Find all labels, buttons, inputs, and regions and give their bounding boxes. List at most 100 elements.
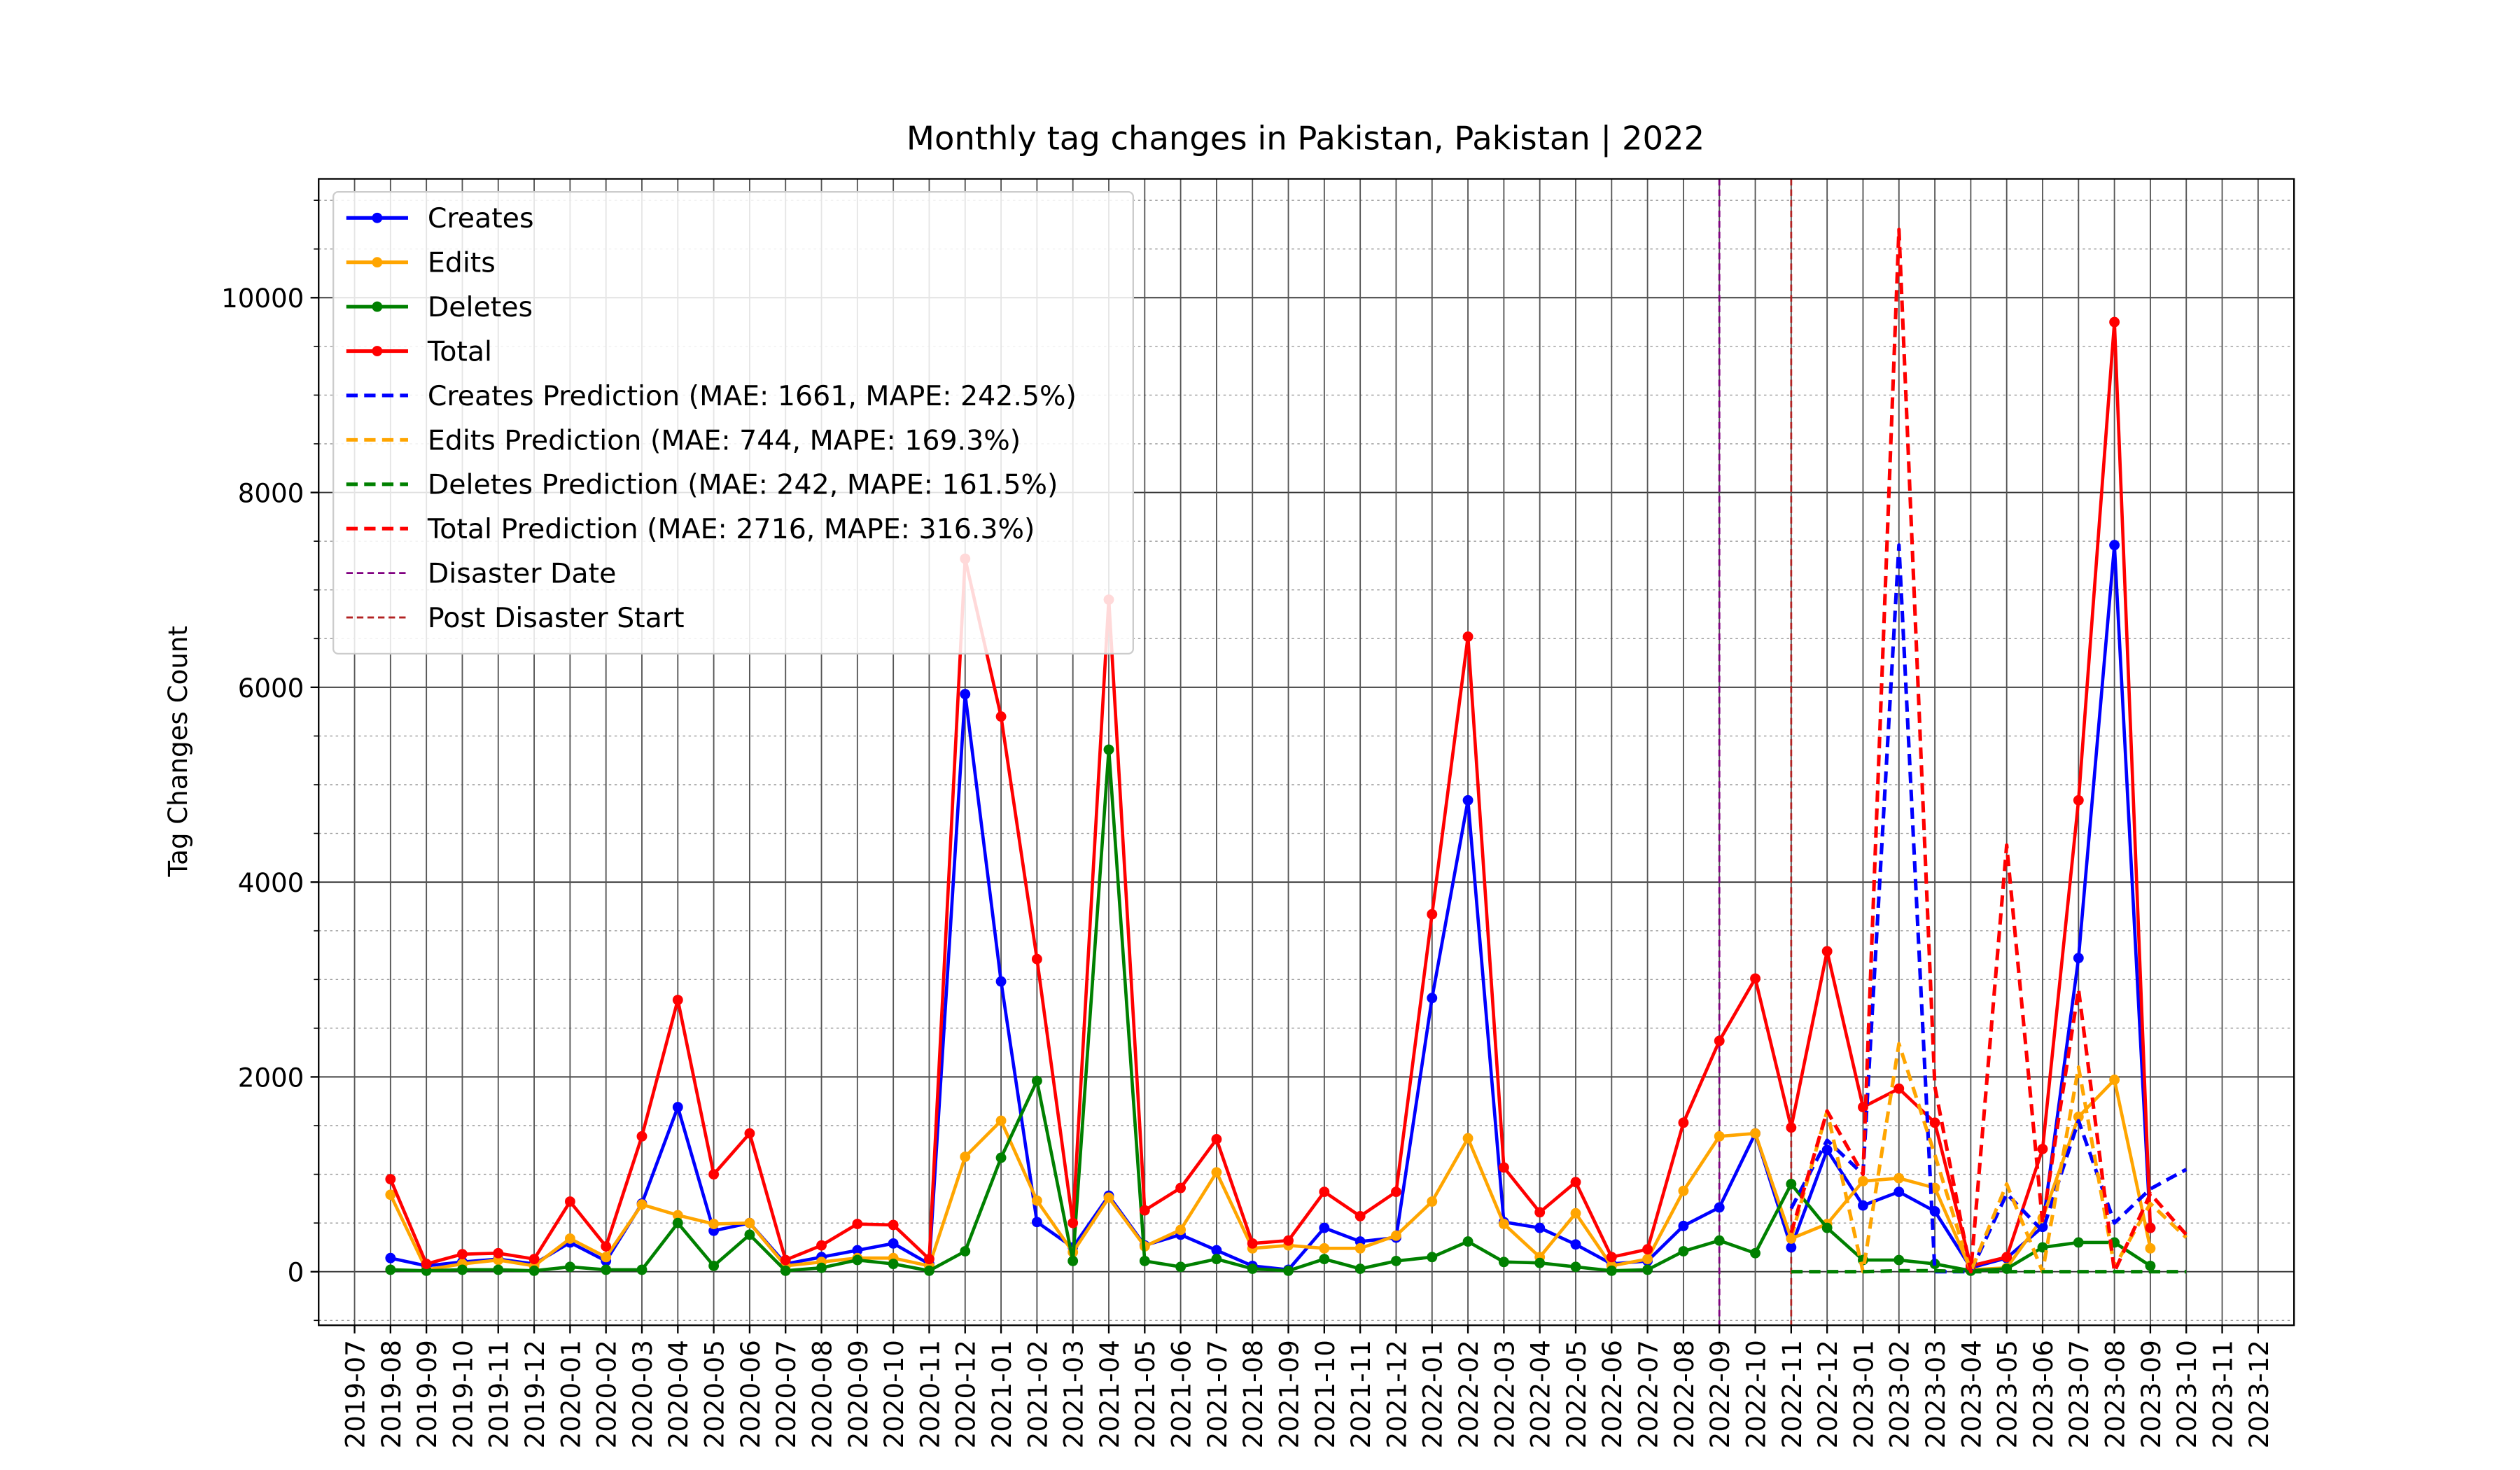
data-point [636, 1199, 648, 1210]
data-point [493, 1247, 504, 1259]
x-tick-label: 2023-01 [1849, 1340, 1879, 1448]
x-tick-label: 2022-06 [1597, 1340, 1628, 1448]
legend-label: Total [427, 335, 492, 368]
x-tick-label: 2020-11 [915, 1340, 945, 1448]
x-tick-label: 2021-09 [1274, 1340, 1304, 1448]
x-tick-label: 2020-09 [844, 1340, 874, 1448]
data-point [1750, 1128, 1760, 1139]
x-tick-label: 2019-12 [520, 1340, 550, 1448]
data-point [2109, 316, 2120, 328]
data-point [493, 1264, 504, 1275]
data-point [1606, 1252, 1617, 1263]
data-point [1750, 1247, 1760, 1259]
data-point [385, 1189, 396, 1200]
data-point [1247, 1264, 1258, 1274]
legend: Creates Edits Deletes Total Creates Predicti… [332, 190, 1134, 655]
data-point [1606, 1265, 1617, 1276]
x-tick-label: 2019-08 [377, 1340, 407, 1448]
y-tick-label: 0 [288, 1258, 304, 1288]
data-point [888, 1259, 899, 1270]
data-point [1319, 1186, 1330, 1198]
y-tick-label: 6000 [238, 673, 304, 704]
data-point [708, 1169, 720, 1180]
data-point [1534, 1222, 1546, 1233]
data-point [1714, 1035, 1725, 1046]
data-point [636, 1264, 648, 1275]
data-point [1893, 1254, 1905, 1266]
data-point [672, 1102, 683, 1113]
x-tick-label: 2023-05 [1993, 1340, 2023, 1448]
data-point [960, 1152, 971, 1162]
data-point [1786, 1233, 1797, 1244]
data-point [1498, 1162, 1509, 1173]
x-tick-label: 2023-06 [2029, 1340, 2059, 1448]
legend-marker [372, 301, 383, 312]
data-point [1642, 1244, 1653, 1255]
data-point [1427, 1196, 1438, 1207]
data-point [1175, 1182, 1186, 1194]
x-tick-label: 2021-10 [1310, 1340, 1340, 1448]
x-tick-label: 2021-08 [1238, 1340, 1268, 1448]
x-tick-label: 2023-07 [2064, 1340, 2094, 1448]
data-point [744, 1229, 755, 1240]
data-point [816, 1262, 827, 1273]
x-tick-label: 2019-10 [448, 1340, 478, 1448]
x-tick-label: 2019-07 [340, 1340, 370, 1448]
x-tick-label: 2020-06 [736, 1340, 766, 1448]
data-point [601, 1241, 612, 1252]
data-point [2145, 1222, 2156, 1233]
data-point [1211, 1245, 1222, 1256]
data-point [1391, 1255, 1401, 1266]
data-point [1821, 1222, 1833, 1233]
x-tick-label: 2020-04 [664, 1340, 694, 1448]
legend-label: Disaster Date [428, 558, 617, 590]
data-point [1534, 1207, 1546, 1218]
series-line [1789, 1042, 2188, 1274]
x-tick-label: 2021-04 [1095, 1340, 1125, 1448]
data-point [601, 1264, 612, 1275]
data-point [1678, 1117, 1689, 1128]
x-tick-label: 2022-05 [1562, 1340, 1592, 1448]
x-tick-label: 2021-11 [1346, 1340, 1376, 1448]
data-point [2109, 540, 2120, 551]
data-point [1211, 1167, 1222, 1178]
legend-marker [372, 346, 383, 356]
x-tick-label: 2022-03 [1490, 1340, 1520, 1448]
data-point [1175, 1261, 1186, 1273]
data-point [2145, 1260, 2156, 1271]
data-point [1462, 1236, 1474, 1247]
x-tick-label: 2021-02 [1023, 1340, 1053, 1448]
data-point [1786, 1122, 1797, 1133]
axes-frame [318, 178, 2295, 1326]
data-point [1498, 1219, 1509, 1229]
data-point [1068, 1217, 1079, 1228]
data-point [672, 1210, 683, 1221]
data-point [1893, 1186, 1905, 1198]
x-tick-label: 2022-07 [1634, 1340, 1664, 1448]
x-tick-label: 2023-09 [2136, 1340, 2166, 1448]
data-point [1498, 1256, 1509, 1268]
data-point [1319, 1242, 1330, 1254]
data-point [385, 1264, 396, 1275]
data-point [1786, 1179, 1797, 1189]
x-tick-label: 2021-01 [987, 1340, 1017, 1448]
x-tick-label: 2020-07 [771, 1340, 802, 1448]
data-point [1211, 1134, 1222, 1144]
x-tick-label: 2020-02 [592, 1340, 622, 1448]
x-tick-label: 2020-08 [807, 1340, 837, 1448]
series-line [1789, 227, 2188, 1274]
legend-label: Creates [428, 202, 534, 234]
data-point [995, 976, 1007, 987]
data-point [564, 1261, 575, 1273]
data-point [1031, 1075, 1042, 1086]
data-point [1319, 1222, 1330, 1233]
series-line [388, 1078, 2152, 1272]
y-tick-label: 2000 [238, 1063, 304, 1093]
data-point [1247, 1238, 1258, 1249]
data-point [528, 1265, 540, 1276]
data-point [1139, 1255, 1150, 1266]
legend-label: Total Prediction (MAE: 2716, MAPE: 316.3… [427, 513, 1035, 545]
data-point [995, 711, 1007, 722]
